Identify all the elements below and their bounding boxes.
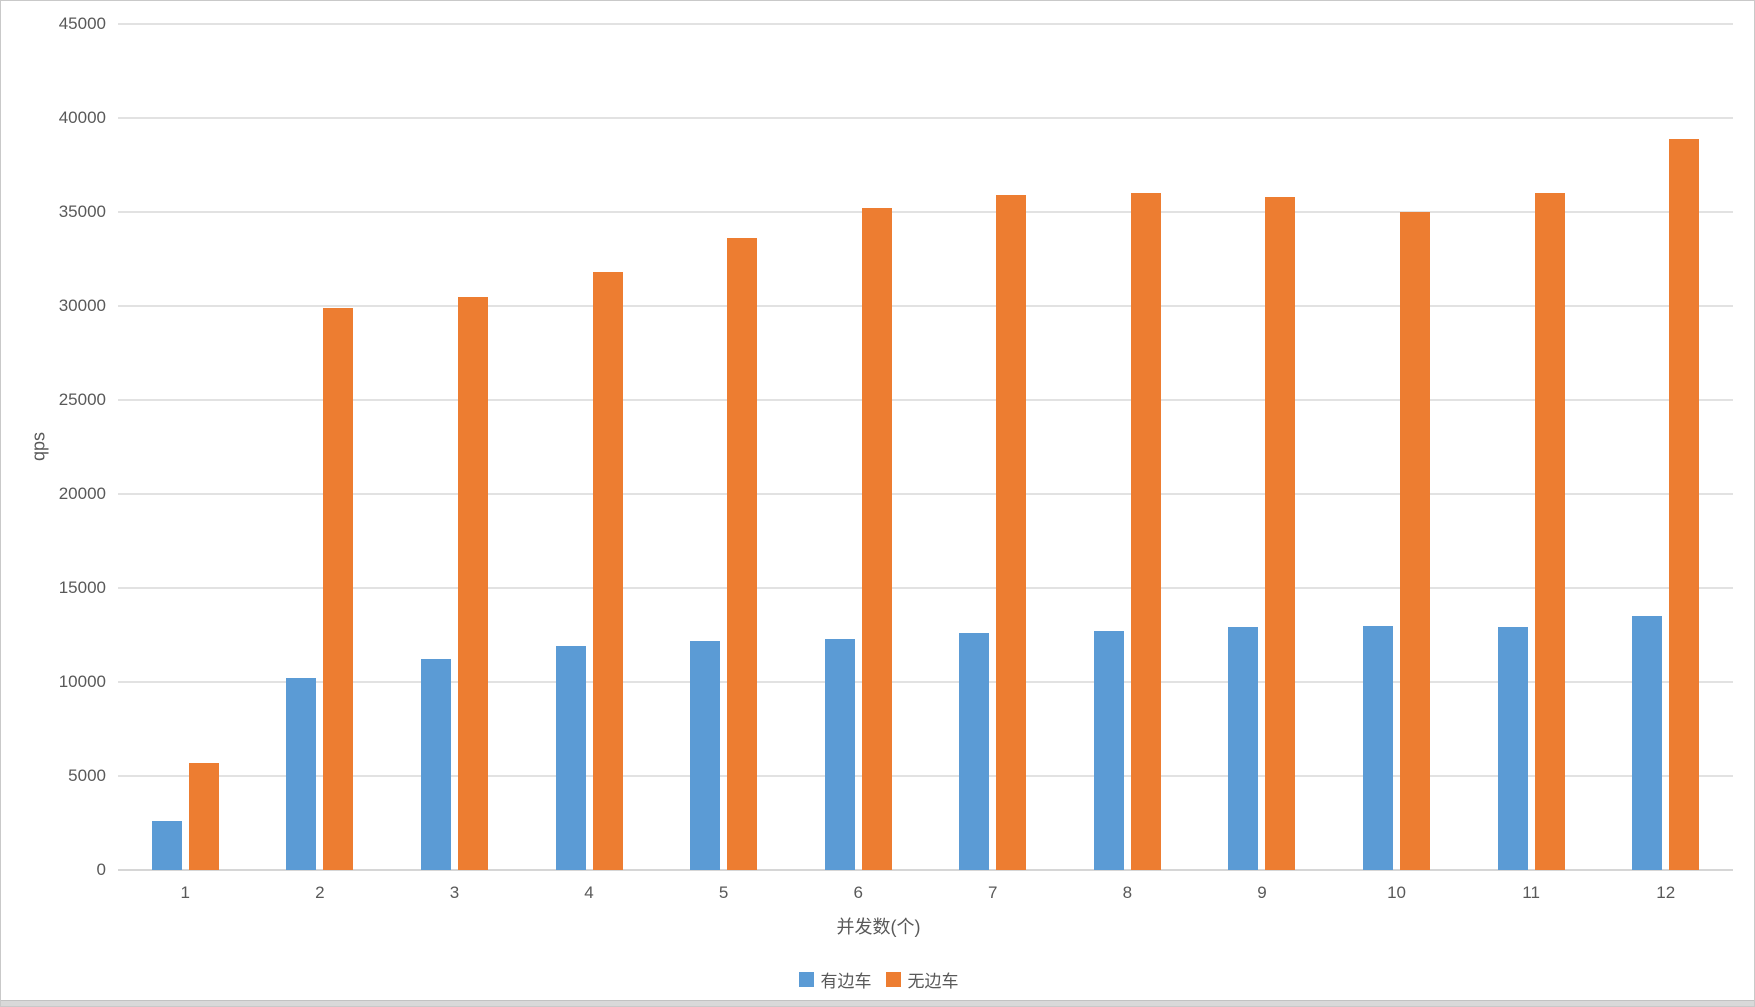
- gridline: [118, 681, 1733, 683]
- gridline: [118, 399, 1733, 401]
- bar-有边车-7: [959, 633, 990, 870]
- gridline: [118, 493, 1733, 495]
- y-tick-label: 25000: [58, 390, 106, 409]
- x-tick-label: 8: [1122, 883, 1133, 902]
- y-tick-label: 10000: [58, 672, 106, 691]
- y-tick-label: 20000: [58, 484, 106, 503]
- bar-有边车-6: [824, 638, 855, 870]
- bar-有边车-4: [555, 646, 586, 870]
- bar-无边车-9: [1265, 196, 1296, 870]
- bar-有边车-1: [151, 821, 182, 870]
- legend-label: 无边车: [907, 972, 959, 991]
- bar-无边车-6: [861, 208, 892, 870]
- x-tick-label: 11: [1522, 883, 1540, 902]
- x-tick-label: 7: [988, 883, 998, 902]
- legend: 有边车 无边车: [1, 967, 1754, 992]
- window-bottom-edge: [1, 1000, 1754, 1006]
- bar-有边车-8: [1093, 631, 1124, 870]
- y-tick-label: 40000: [58, 108, 106, 127]
- x-tick-label: 9: [1257, 883, 1267, 902]
- y-tick-label: 15000: [58, 578, 106, 597]
- bar-有边车-9: [1228, 627, 1259, 870]
- x-tick-label: 10: [1387, 883, 1406, 902]
- bar-有边车-11: [1497, 627, 1528, 870]
- x-tick-label: 5: [718, 883, 729, 902]
- bar-无边车-12: [1669, 138, 1700, 870]
- x-tick-label: 6: [853, 883, 863, 902]
- y-tick-label: 0: [96, 860, 106, 879]
- bar-有边车-2: [286, 678, 317, 870]
- gridline: [118, 211, 1733, 213]
- bar-无边车-11: [1534, 193, 1565, 870]
- bar-无边车-10: [1400, 212, 1431, 870]
- x-tick-label: 2: [315, 883, 325, 902]
- bar-无边车-2: [323, 307, 354, 870]
- x-tick-label: 1: [180, 883, 191, 902]
- x-tick-label: 12: [1656, 883, 1676, 902]
- legend-swatch-icon: [885, 972, 901, 987]
- gridline: [118, 23, 1733, 25]
- bar-无边车-3: [457, 296, 488, 870]
- bar-无边车-4: [592, 272, 623, 870]
- y-tick-label: 5000: [68, 766, 106, 785]
- bar-无边车-1: [188, 762, 219, 870]
- gridline: [118, 775, 1733, 777]
- legend-item-有边车: 有边车: [798, 967, 872, 992]
- bar-有边车-3: [420, 659, 451, 870]
- x-axis-title: 并发数(个): [836, 917, 921, 937]
- bar-有边车-12: [1632, 616, 1663, 870]
- bar-有边车-10: [1363, 625, 1394, 870]
- gridline: [118, 869, 1733, 871]
- gridline: [118, 117, 1733, 119]
- y-tick-label: 45000: [58, 14, 106, 33]
- y-tick-label: 30000: [58, 296, 106, 315]
- gridline: [118, 587, 1733, 589]
- x-tick-label: 3: [449, 883, 460, 902]
- bar-有边车-5: [690, 640, 721, 870]
- y-tick-label: 35000: [58, 202, 106, 221]
- bar-无边车-5: [727, 238, 758, 870]
- legend-label: 有边车: [820, 972, 872, 991]
- bar-无边车-8: [1130, 193, 1161, 870]
- x-tick-label: 4: [584, 883, 594, 902]
- gridline: [118, 305, 1733, 307]
- bar-无边车-7: [996, 195, 1027, 870]
- legend-swatch-icon: [798, 972, 814, 987]
- legend-item-无边车: 无边车: [885, 967, 959, 992]
